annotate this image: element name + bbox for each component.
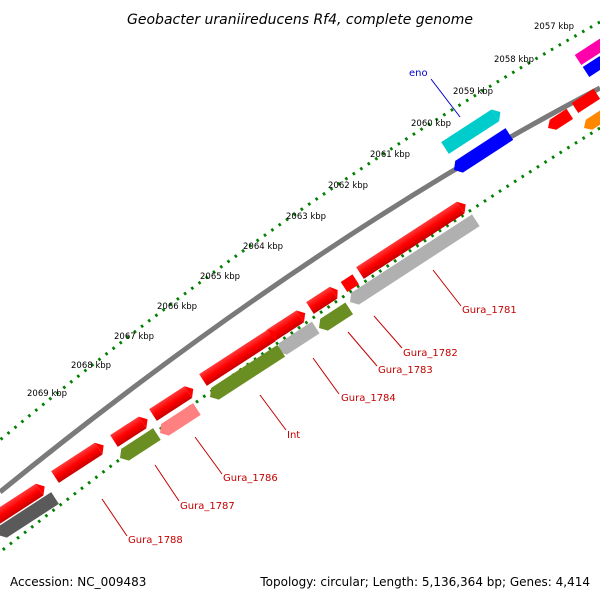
label-gura-1782: Gura_1782	[403, 348, 458, 359]
eno-leader	[430, 78, 461, 118]
gene-red-7[interactable]	[51, 440, 107, 483]
tick-label-2067: 2067 kbp	[114, 332, 154, 342]
gene-orange[interactable]	[581, 108, 600, 133]
tick-label-2068: 2068 kbp	[71, 361, 111, 371]
accession-text: Accession: NC_009483	[10, 575, 146, 589]
label-leaders	[101, 269, 462, 537]
genome-backbone	[0, 85, 600, 494]
label-int: Int	[287, 430, 300, 441]
topology-summary: Topology: circular; Length: 5,136,364 bp…	[259, 575, 590, 589]
gene-blue-top[interactable]	[582, 56, 600, 78]
label-eno: eno	[409, 68, 428, 79]
tick-label-2060: 2060 kbp	[411, 119, 451, 129]
label-gura-1784: Gura_1784	[341, 393, 396, 404]
map-title: Geobacter uraniireducens Rf4, complete g…	[127, 12, 473, 28]
label-gura-1783: Gura_1783	[378, 365, 433, 376]
gene-gura-1786[interactable]	[156, 403, 201, 439]
gene-eno[interactable]	[441, 106, 504, 154]
label-gura-1788: Gura_1788	[128, 535, 183, 546]
label-gura-1781: Gura_1781	[462, 305, 517, 316]
gene-red-small-1[interactable]	[340, 274, 360, 293]
gene-red-6[interactable]	[110, 413, 151, 447]
tick-label-2062: 2062 kbp	[328, 181, 368, 191]
gene-gura-1781[interactable]	[346, 214, 480, 307]
tick-label-2058: 2058 kbp	[494, 55, 534, 65]
gene-gura-1783[interactable]	[315, 302, 354, 334]
tick-label-2065: 2065 kbp	[200, 272, 240, 282]
tick-label-2057: 2057 kbp	[534, 22, 574, 32]
forward-strand-features	[0, 36, 600, 524]
tick-label-2059: 2059 kbp	[453, 87, 493, 97]
reverse-strand-features	[0, 56, 600, 541]
gene-gura-1787[interactable]	[116, 428, 161, 464]
gene-blue[interactable]	[450, 128, 514, 176]
label-gura-1787: Gura_1787	[180, 501, 235, 512]
gene-magenta[interactable]	[574, 36, 600, 66]
tick-label-2064: 2064 kbp	[243, 242, 283, 252]
gene-red-2[interactable]	[306, 284, 341, 314]
gene-gura-1788[interactable]	[0, 492, 59, 541]
gene-gura-1784[interactable]	[206, 344, 286, 403]
gene-red-top-2[interactable]	[545, 108, 574, 133]
gene-red-4[interactable]	[199, 326, 280, 386]
gene-red-long[interactable]	[356, 199, 469, 279]
tick-label-2069: 2069 kbp	[27, 389, 67, 399]
tick-label-2063: 2063 kbp	[286, 212, 326, 222]
gene-gura-1782[interactable]	[274, 321, 320, 358]
tick-labels: 2057 kbp 2058 kbp 2059 kbp 2060 kbp 2061…	[27, 22, 574, 399]
outer-tick-ring	[0, 20, 600, 442]
gene-red-top-1[interactable]	[571, 88, 600, 114]
tick-label-2061: 2061 kbp	[370, 150, 410, 160]
gene-red-8[interactable]	[0, 481, 48, 524]
label-gura-1786: Gura_1786	[223, 473, 278, 484]
gene-red-5[interactable]	[149, 383, 197, 421]
tick-label-2066: 2066 kbp	[157, 302, 197, 312]
